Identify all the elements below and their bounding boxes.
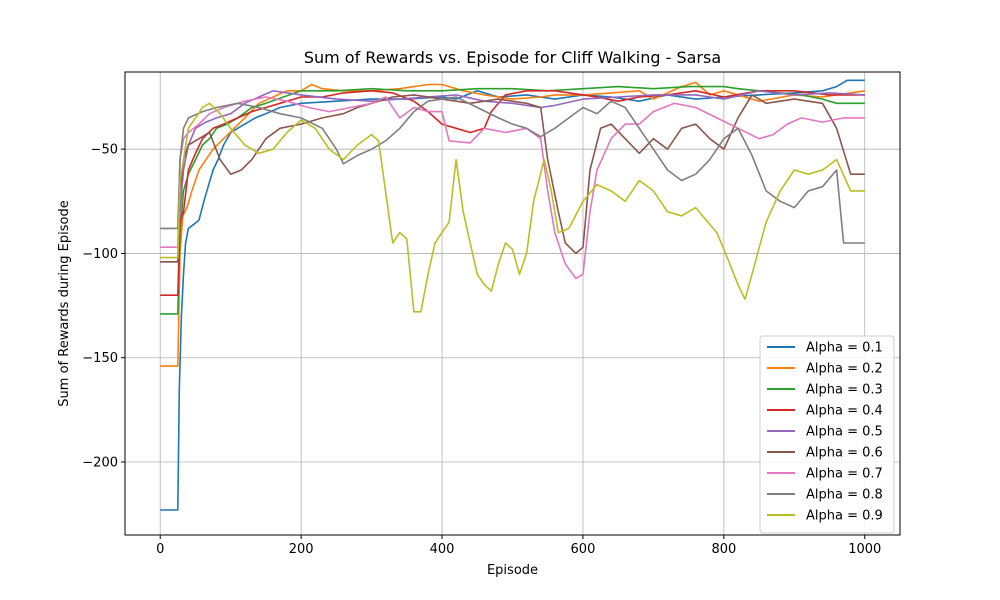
x-tick-label: 1000 <box>848 542 881 557</box>
x-axis-ticks: 0 200 400 600 800 1000 <box>156 535 881 557</box>
legend-box <box>759 335 895 534</box>
series-line-5 <box>160 90 865 263</box>
series-lines <box>160 79 865 511</box>
legend-entry-9: Alpha = 0.9 <box>806 509 883 524</box>
legend-entry-1: Alpha = 0.1 <box>806 341 883 356</box>
y-tick-label: −100 <box>82 247 118 262</box>
legend-entry-5: Alpha = 0.5 <box>806 425 883 440</box>
series-line-1 <box>160 79 865 511</box>
series-line-6 <box>160 94 865 263</box>
y-tick-label: −200 <box>82 456 118 471</box>
y-axis-label: Sum of Rewards during Episode <box>57 200 72 406</box>
legend-entry-4: Alpha = 0.4 <box>806 404 883 419</box>
legend-entry-3: Alpha = 0.3 <box>806 383 883 398</box>
series-line-7 <box>160 96 865 280</box>
series-line-3 <box>160 85 865 315</box>
x-axis-label: Episode <box>487 563 538 578</box>
x-tick-label: 0 <box>156 542 164 557</box>
legend-entry-2: Alpha = 0.2 <box>806 362 883 377</box>
chart-title: Sum of Rewards vs. Episode for Cliff Wal… <box>304 48 721 67</box>
series-line-9 <box>160 102 865 313</box>
y-tick-label: −50 <box>91 143 118 158</box>
legend-entry-8: Alpha = 0.8 <box>806 488 883 503</box>
legend: Alpha = 0.1 Alpha = 0.2 Alpha = 0.3 Alpha =… <box>759 335 895 534</box>
y-tick-label: −150 <box>82 351 118 366</box>
plot-frame <box>124 71 901 536</box>
x-tick-label: 800 <box>711 542 736 557</box>
legend-entry-7: Alpha = 0.7 <box>806 467 883 482</box>
x-tick-label: 600 <box>571 542 596 557</box>
series-line-8 <box>160 96 865 244</box>
x-tick-label: 200 <box>289 542 314 557</box>
legend-entry-6: Alpha = 0.6 <box>806 446 883 461</box>
y-axis-ticks: −200 −150 −100 −50 <box>82 143 125 471</box>
x-tick-label: 400 <box>430 542 455 557</box>
